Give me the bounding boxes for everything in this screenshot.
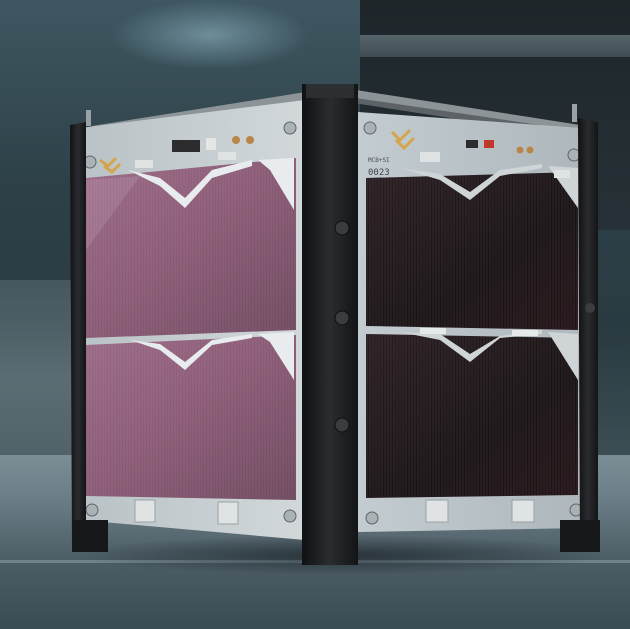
screw-icon — [363, 121, 377, 135]
rail-left — [70, 122, 108, 552]
rail-bolt-icon — [334, 220, 350, 236]
logo-icon-left — [99, 156, 122, 174]
logo-icon-right — [390, 128, 416, 151]
rail-bolt-icon — [334, 417, 350, 433]
screw-icon — [283, 121, 297, 135]
right-face: 0023 MCB+SI — [358, 112, 583, 532]
pin-icon — [572, 104, 577, 122]
left-face — [80, 100, 305, 540]
background-shelf — [360, 35, 630, 57]
background-equipment — [0, 280, 80, 480]
screw-icon — [85, 503, 99, 517]
pcb-serial: 0023 — [368, 168, 390, 178]
rail-right — [560, 118, 600, 552]
screw-icon — [365, 511, 379, 525]
screw-icon — [283, 509, 297, 523]
pin-icon — [86, 110, 91, 126]
rail-bolt-icon — [334, 310, 350, 326]
background-light — [110, 0, 310, 70]
rail-center — [302, 84, 358, 565]
pcb-code: MCB+SI — [368, 157, 390, 164]
